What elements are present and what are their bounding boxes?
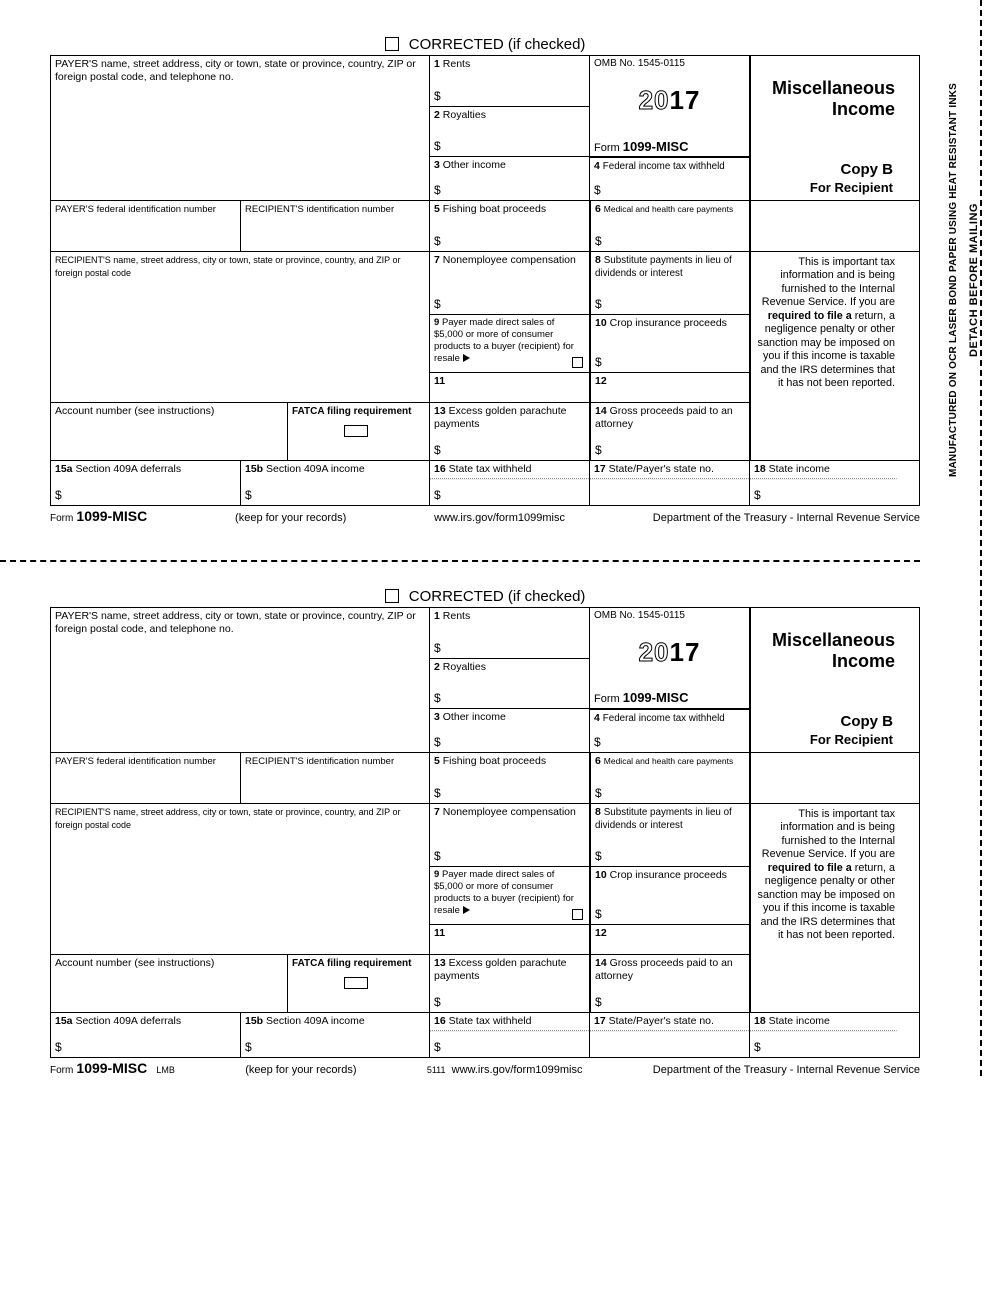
recipient-address[interactable]: RECIPIENT'S name, street address, city o… xyxy=(51,252,429,402)
corrected-checkbox-2[interactable] xyxy=(385,589,399,603)
box6[interactable]: 6 Medical and health care payments $ xyxy=(589,201,749,251)
omb-year-box4: OMB No. 1545-0115 2017 Form 1099-MISC 4 … xyxy=(589,56,749,200)
recipient-id-2[interactable]: RECIPIENT'S identification number xyxy=(240,753,429,803)
recip-addr-account: RECIPIENT'S name, street address, city o… xyxy=(51,252,429,460)
important-notice: This is important tax information and is… xyxy=(757,256,895,391)
box2-label: Royalties xyxy=(443,109,486,121)
fatca-checkbox[interactable] xyxy=(344,425,368,437)
form-footer-2: Form 1099-MISC LMB (keep for your record… xyxy=(50,1060,920,1076)
box8-10-12-14: 8 Substitute payments in lieu of dividen… xyxy=(589,252,749,460)
corrected-header-2: CORRECTED (if checked) xyxy=(50,588,920,605)
box7-9-11-13: 7 Nonemployee compensation $ 9 Payer mad… xyxy=(429,252,589,460)
box15a[interactable]: 15a Section 409A deferrals $ xyxy=(51,461,240,505)
box3-dollar: $ xyxy=(434,183,441,198)
box18[interactable]: 18 State income $ xyxy=(749,461,897,505)
box4-label: Federal income tax withheld xyxy=(603,161,725,172)
resale-arrow-icon-2 xyxy=(463,906,470,914)
corrected-header: CORRECTED (if checked) xyxy=(50,36,920,53)
box17[interactable]: 17 State/Payer's state no. xyxy=(589,461,749,505)
payer-fed-id[interactable]: PAYER'S federal identification number xyxy=(51,201,240,251)
account-number-2[interactable]: Account number (see instructions) xyxy=(51,955,287,1012)
box1-dollar: $ xyxy=(434,89,441,104)
side-text-manufactured: MANUFACTURED ON OCR LASER BOND PAPER USI… xyxy=(948,50,988,510)
tax-year: 2017 xyxy=(639,85,701,115)
box15b[interactable]: 15b Section 409A income $ xyxy=(240,461,429,505)
form-1099-misc-copy-2: CORRECTED (if checked) PAYER'S name, str… xyxy=(50,572,920,1076)
payer-fed-id-2[interactable]: PAYER'S federal identification number xyxy=(51,753,240,803)
payer-address[interactable]: PAYER'S name, street address, city or to… xyxy=(51,56,429,200)
box2-dollar: $ xyxy=(434,139,441,154)
fatca-checkbox-2[interactable] xyxy=(344,977,368,989)
title-copyb: Miscellaneous Income Copy B For Recipien… xyxy=(749,56,897,200)
box16[interactable]: 16 State tax withheld $ xyxy=(429,461,589,505)
box4-dollar: $ xyxy=(594,183,601,198)
box1-label: Rents xyxy=(443,58,470,70)
recipient-id[interactable]: RECIPIENT'S identification number xyxy=(240,201,429,251)
box5[interactable]: 5 Fishing boat proceeds $ xyxy=(429,201,589,251)
corrected-checkbox[interactable] xyxy=(385,37,399,51)
omb-number: OMB No. 1545-0115 xyxy=(590,56,749,74)
form-footer: Form 1099-MISC (keep for your records) w… xyxy=(50,508,920,524)
perforation-horizontal xyxy=(0,560,920,562)
account-number[interactable]: Account number (see instructions) xyxy=(51,403,287,460)
form-1099-misc-copy-1: CORRECTED (if checked) PAYER'S name, str… xyxy=(50,0,920,524)
corrected-label: CORRECTED (if checked) xyxy=(409,36,586,53)
box9-checkbox[interactable] xyxy=(572,357,583,368)
box3-label: Other income xyxy=(443,159,506,171)
resale-arrow-icon xyxy=(463,354,470,362)
box9-checkbox-2[interactable] xyxy=(572,909,583,920)
fatca: FATCA filing requirement xyxy=(287,403,429,460)
recipient-address-2[interactable]: RECIPIENT'S name, street address, city o… xyxy=(51,804,429,954)
box-1-2-stack: 1 Rents $ 2 Royalties $ 3 Other income $ xyxy=(429,56,589,200)
form-number: Form 1099-MISC xyxy=(590,136,749,156)
payer-address-2[interactable]: PAYER'S name, street address, city or to… xyxy=(51,608,429,752)
